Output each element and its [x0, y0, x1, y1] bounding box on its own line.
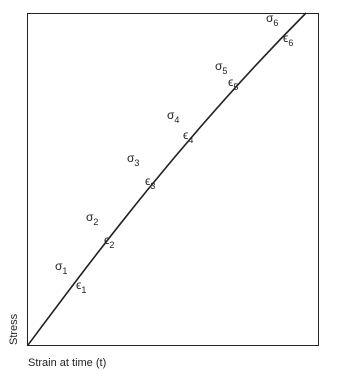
symbol: σ	[86, 210, 94, 224]
symbol: ϵ	[76, 278, 81, 292]
subscript: 4	[174, 115, 179, 125]
symbol: σ	[167, 108, 175, 122]
x-axis-label: Strain at time (t)	[28, 357, 106, 369]
subscript: 5	[222, 66, 227, 76]
symbol: σ	[266, 11, 274, 25]
symbol: σ	[215, 59, 223, 73]
symbol: ϵ	[183, 128, 188, 142]
subscript: 2	[109, 240, 114, 250]
subscript: 1	[81, 285, 86, 295]
symbol: σ	[55, 259, 63, 273]
symbol: ϵ	[283, 31, 288, 45]
stress-label: σ1	[55, 259, 67, 276]
symbol: ϵ	[228, 75, 233, 89]
stress-label: σ6	[266, 11, 278, 28]
stress-strain-curve	[27, 12, 307, 346]
stress-label: σ2	[86, 210, 98, 227]
stress-label: σ4	[167, 108, 179, 125]
strain-label: ϵ1	[76, 278, 86, 295]
y-axis-label: Stress	[8, 313, 20, 345]
subscript: 5	[233, 82, 238, 92]
symbol: ϵ	[104, 233, 109, 247]
strain-label: ϵ6	[283, 31, 293, 48]
strain-label: ϵ5	[228, 75, 238, 92]
subscript: 1	[62, 266, 67, 276]
strain-label: ϵ4	[183, 128, 193, 145]
subscript: 6	[288, 38, 293, 48]
symbol: σ	[127, 151, 135, 165]
subscript: 6	[273, 18, 278, 28]
stress-label: σ3	[127, 151, 139, 168]
subscript: 2	[93, 217, 98, 227]
stress-label: σ5	[215, 59, 227, 76]
symbol: ϵ	[145, 174, 150, 188]
subscript: 3	[134, 158, 139, 168]
plot-frame	[27, 13, 319, 346]
subscript: 3	[150, 181, 155, 191]
subscript: 4	[188, 135, 193, 145]
strain-label: ϵ2	[104, 233, 114, 250]
strain-label: ϵ3	[145, 174, 155, 191]
